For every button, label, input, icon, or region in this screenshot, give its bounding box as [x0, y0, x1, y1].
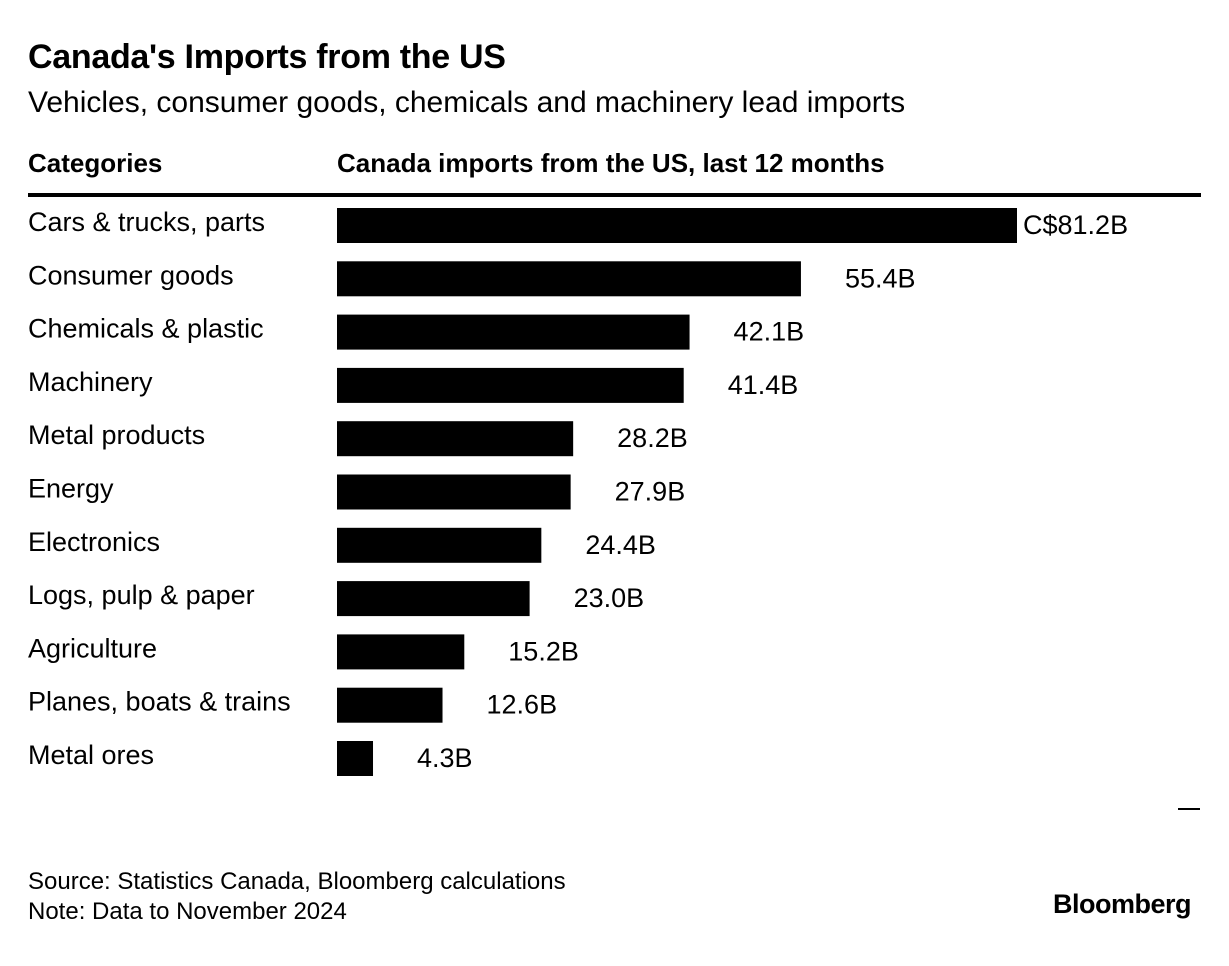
bar [337, 581, 530, 617]
category-label: Consumer goods [28, 260, 234, 290]
value-label: 28.2B [617, 423, 688, 453]
value-label: 24.4B [585, 530, 656, 560]
bar [337, 474, 571, 510]
categories-column-header: Categories [28, 148, 163, 178]
bloomberg-logo: Bloomberg [1052, 889, 1192, 919]
bar [337, 634, 465, 670]
bar [337, 741, 374, 776]
end-dash-mark [1178, 808, 1200, 810]
source-note: Source: Statistics Canada, Bloomberg cal… [28, 868, 566, 895]
value-label: 15.2B [508, 636, 579, 666]
bar [337, 687, 443, 723]
bar [337, 421, 574, 457]
value-label: 42.1B [734, 317, 805, 347]
bar [337, 367, 684, 403]
category-label: Metal ores [28, 740, 154, 770]
category-label: Machinery [28, 367, 153, 397]
bar [337, 314, 690, 350]
header-divider [28, 193, 1201, 197]
value-label: 55.4B [845, 263, 916, 293]
value-label: 4.3B [417, 743, 473, 773]
category-label: Cars & trucks, parts [28, 207, 265, 237]
bar [337, 527, 542, 563]
category-label: Agriculture [28, 633, 157, 663]
chart-title: Canada's Imports from the US [28, 38, 506, 76]
category-label: Logs, pulp & paper [28, 580, 255, 610]
bar-chart: Cars & trucks, parts C$81.2B Consumer good… [28, 207, 1128, 776]
values-column-header: Canada imports from the US, last 12 mont… [337, 148, 885, 178]
category-label: Energy [28, 474, 114, 504]
category-label: Chemicals & plastic [28, 314, 264, 344]
value-label: 12.6B [487, 690, 558, 720]
category-label: Electronics [28, 527, 160, 557]
data-note: Note: Data to November 2024 [28, 898, 347, 925]
bar [337, 261, 801, 297]
value-label: 41.4B [728, 370, 799, 400]
category-label: Planes, boats & trains [28, 687, 291, 717]
value-label: 27.9B [615, 477, 686, 507]
category-label: Metal products [28, 420, 205, 450]
value-label: 23.0B [574, 583, 645, 613]
value-label: C$81.2B [1023, 210, 1128, 240]
chart-subtitle: Vehicles, consumer goods, chemicals and … [28, 86, 906, 119]
bar [337, 208, 1017, 243]
